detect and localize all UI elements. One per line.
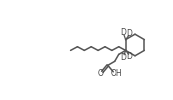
Text: D: D [126,29,132,38]
Text: OH: OH [110,69,122,78]
Text: D: D [126,52,132,61]
Text: D: D [121,28,127,37]
Text: O: O [97,69,103,78]
Text: D: D [121,53,127,62]
